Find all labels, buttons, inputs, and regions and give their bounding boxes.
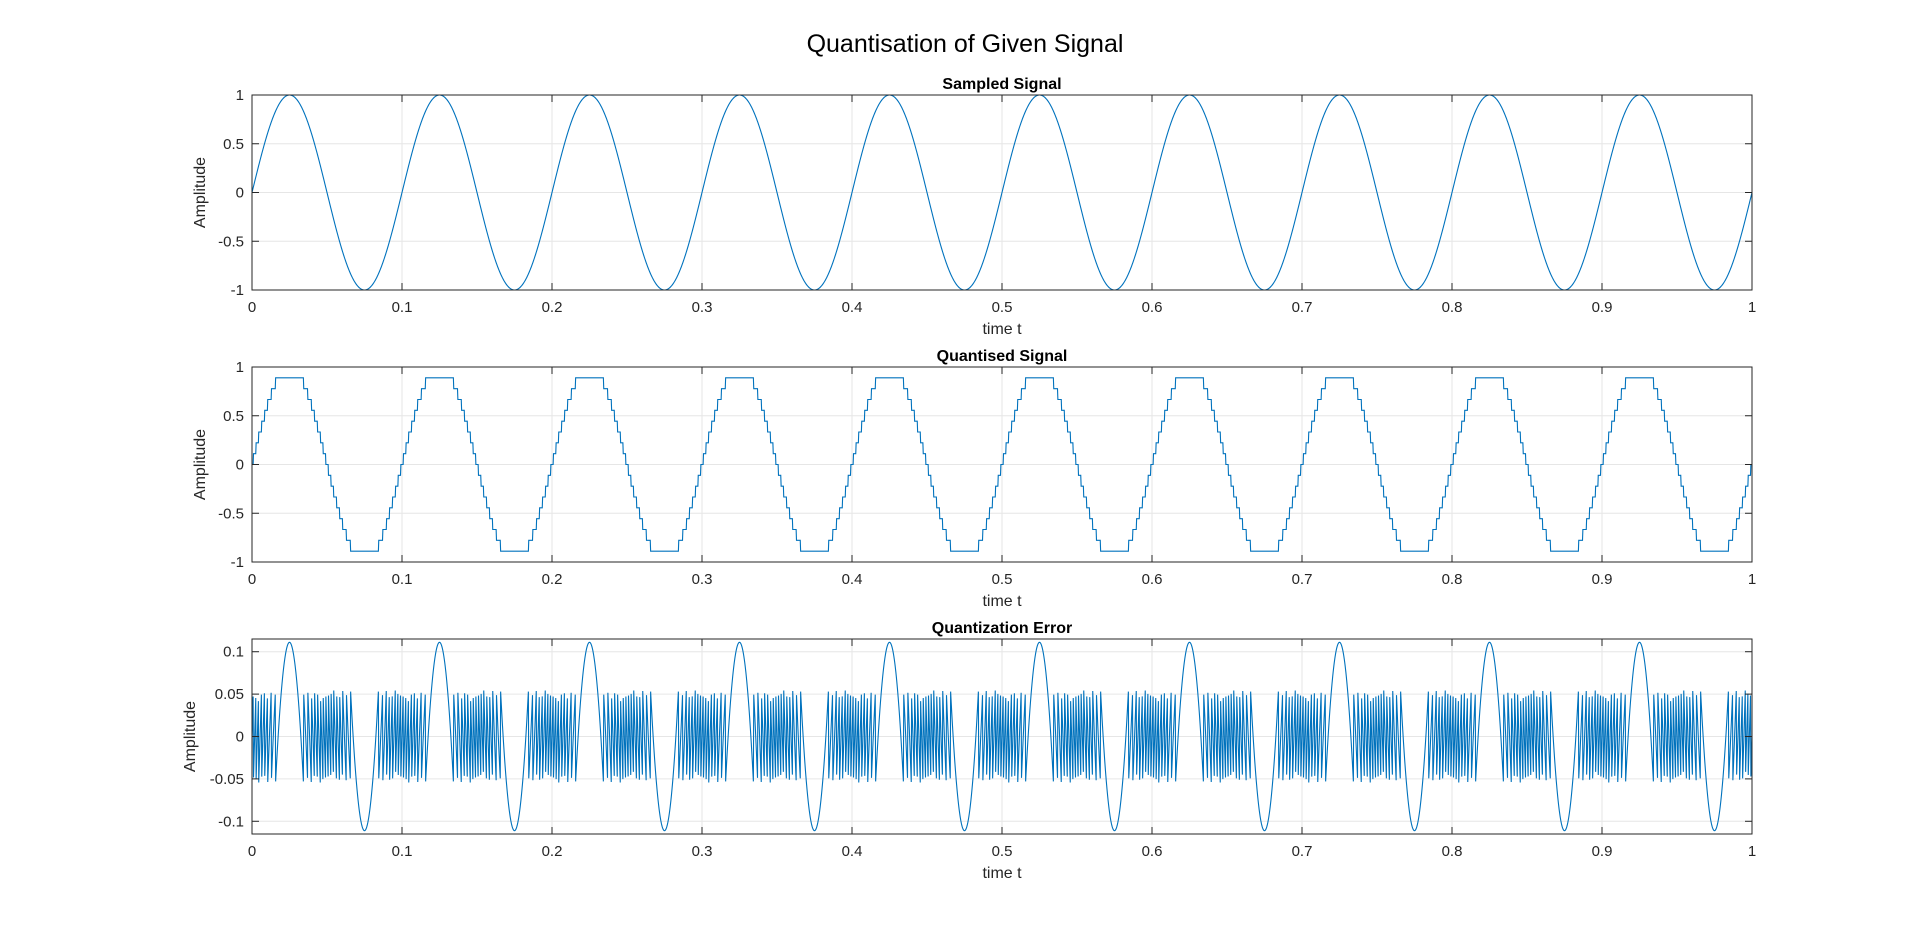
series-line xyxy=(252,95,1752,290)
x-tick-label: 0.6 xyxy=(1142,571,1163,588)
y-axis-label: Amplitude xyxy=(182,701,199,772)
x-tick-label: 0.2 xyxy=(542,843,563,860)
x-tick-label: 0.4 xyxy=(842,843,863,860)
y-tick-label: 0.5 xyxy=(223,136,244,153)
x-tick-label: 0.1 xyxy=(392,843,413,860)
y-tick-label: 0 xyxy=(236,729,244,746)
x-tick-label: 1 xyxy=(1748,571,1756,588)
x-axis-label: time t xyxy=(982,865,1022,882)
x-tick-label: 0.4 xyxy=(842,299,863,316)
x-tick-label: 1 xyxy=(1748,843,1756,860)
y-tick-label: 0.05 xyxy=(215,686,244,703)
y-axis-label: Amplitude xyxy=(192,429,209,500)
x-tick-label: 0.2 xyxy=(542,571,563,588)
y-tick-label: 0.5 xyxy=(223,408,244,425)
x-tick-label: 0 xyxy=(248,571,256,588)
x-tick-label: 0.8 xyxy=(1442,571,1463,588)
x-tick-label: 0.1 xyxy=(392,299,413,316)
x-tick-label: 0.9 xyxy=(1592,299,1613,316)
y-tick-label: -0.05 xyxy=(210,771,244,788)
subplot-title: Quantization Error xyxy=(932,620,1072,637)
subplot-title: Sampled Signal xyxy=(942,76,1061,93)
x-tick-label: 0 xyxy=(248,843,256,860)
x-tick-label: 0.5 xyxy=(992,299,1013,316)
y-tick-label: -1 xyxy=(231,554,244,571)
y-tick-label: 0.1 xyxy=(223,644,244,661)
y-tick-label: -1 xyxy=(231,282,244,299)
y-tick-label: -0.5 xyxy=(218,505,244,522)
x-tick-label: 0.7 xyxy=(1292,843,1313,860)
series-line xyxy=(252,641,1752,832)
x-tick-label: 1 xyxy=(1748,299,1756,316)
x-tick-label: 0.5 xyxy=(992,571,1013,588)
x-axis-label: time t xyxy=(982,593,1022,610)
y-axis-label: Amplitude xyxy=(192,157,209,228)
x-tick-label: 0.9 xyxy=(1592,843,1613,860)
y-tick-label: 0 xyxy=(236,185,244,202)
x-tick-label: 0.9 xyxy=(1592,571,1613,588)
x-tick-label: 0.8 xyxy=(1442,299,1463,316)
y-tick-label: -0.1 xyxy=(218,813,244,830)
x-tick-label: 0.5 xyxy=(992,843,1013,860)
y-tick-label: 1 xyxy=(236,87,244,104)
x-tick-label: 0.8 xyxy=(1442,843,1463,860)
subplot-3: 0 0.1 0.2 0.3 0.4 0.5 0.6 0.7 0.8 0.9 1 -0.1 -0.05 0 0… xyxy=(182,620,1756,882)
series-line xyxy=(252,377,1752,552)
x-tick-label: 0.2 xyxy=(542,299,563,316)
subplot-1: 0 0.1 0.2 0.3 0.4 0.5 0.6 0.7 0.8 0.9 1 -1 -0.5 0 0.5 1… xyxy=(192,76,1756,338)
x-tick-label: 0.3 xyxy=(692,843,713,860)
x-tick-label: 0 xyxy=(248,299,256,316)
x-tick-label: 0.3 xyxy=(692,571,713,588)
x-tick-label: 0.3 xyxy=(692,299,713,316)
x-tick-label: 0.7 xyxy=(1292,299,1313,316)
y-tick-label: -0.5 xyxy=(218,233,244,250)
subplot-2: 0 0.1 0.2 0.3 0.4 0.5 0.6 0.7 0.8 0.9 1 -1 -0.5 0 0.5 1… xyxy=(192,348,1756,610)
figure-title: Quantisation of Given Signal xyxy=(806,30,1124,58)
x-tick-label: 0.7 xyxy=(1292,571,1313,588)
x-tick-label: 0.1 xyxy=(392,571,413,588)
x-tick-label: 0.6 xyxy=(1142,299,1163,316)
y-tick-label: 0 xyxy=(236,457,244,474)
x-tick-label: 0.4 xyxy=(842,571,863,588)
x-axis-label: time t xyxy=(982,321,1022,338)
subplot-title: Quantised Signal xyxy=(937,348,1068,365)
y-tick-label: 1 xyxy=(236,359,244,376)
x-tick-label: 0.6 xyxy=(1142,843,1163,860)
